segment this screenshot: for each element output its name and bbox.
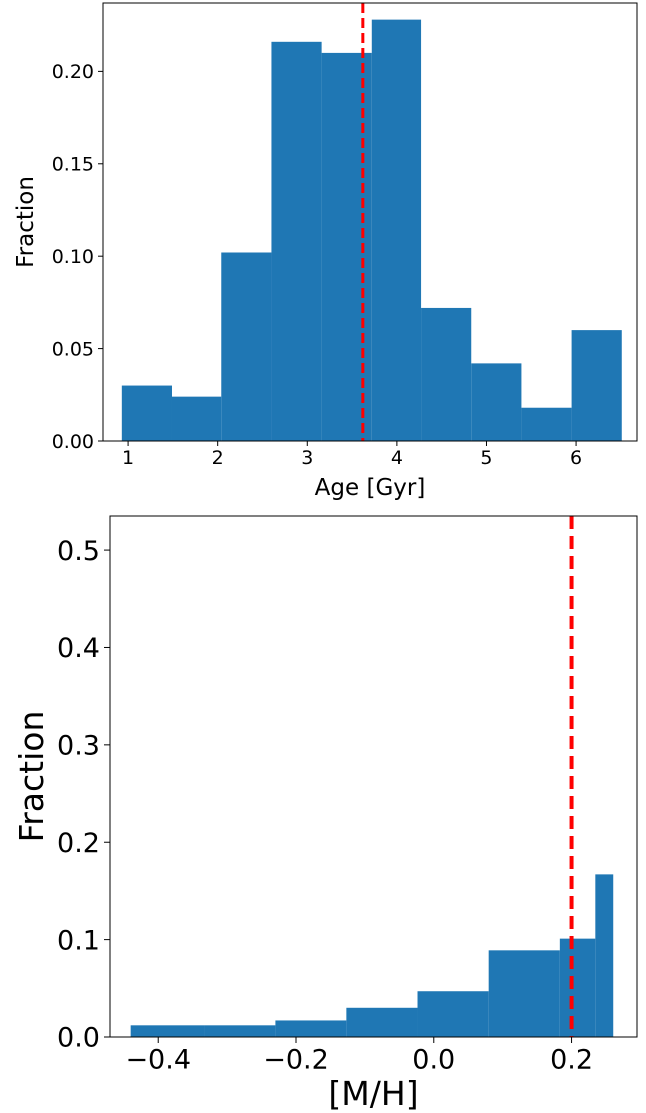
- metallicity-histogram-chart: −0.4 −0.2 0.0 0.2 0.0 0.1 0.2 0.3 0.4 0.5 [M/H] Fra…: [12, 515, 638, 1113]
- y-tick-label: 0.1: [57, 925, 100, 956]
- x-axis-ticks: 1 2 3 4 5 6: [122, 441, 582, 469]
- y-tick-label: 0.2: [57, 828, 100, 859]
- histogram-bar: [421, 307, 472, 441]
- x-tick-label: 0.0: [412, 1045, 455, 1076]
- histogram-bars: [121, 19, 622, 442]
- x-tick-label: 3: [301, 447, 313, 469]
- histogram-bar: [204, 1025, 276, 1037]
- histogram-bar: [417, 991, 489, 1037]
- histogram-bars: [130, 874, 614, 1037]
- histogram-bar: [275, 1020, 347, 1037]
- y-axis-ticks: 0.00 0.05 0.10 0.15 0.20: [52, 61, 103, 453]
- y-axis-label: Fraction: [12, 711, 51, 843]
- y-tick-label: 0.3: [57, 731, 100, 762]
- histogram-bar: [130, 1025, 205, 1037]
- histogram-bar: [221, 252, 272, 441]
- x-axis-ticks: −0.4 −0.2 0.0 0.2: [125, 1037, 593, 1076]
- histogram-bar: [471, 363, 522, 441]
- histogram-bar: [371, 19, 422, 442]
- x-tick-label: −0.2: [263, 1045, 329, 1076]
- histogram-bar: [121, 385, 172, 441]
- histogram-bar: [571, 330, 622, 441]
- histogram-bar: [271, 41, 322, 442]
- y-tick-label: 0.5: [57, 536, 100, 567]
- histogram-bar: [595, 874, 614, 1037]
- x-tick-label: −0.4: [125, 1045, 191, 1076]
- histogram-bar: [346, 1007, 418, 1037]
- y-tick-label: 0.20: [52, 61, 94, 83]
- x-axis-label: Age [Gyr]: [315, 475, 426, 501]
- y-tick-label: 0.4: [57, 633, 100, 664]
- y-tick-label: 0.15: [52, 154, 94, 176]
- x-tick-label: 2: [212, 447, 224, 469]
- histogram-bar: [559, 938, 596, 1037]
- y-tick-label: 0.10: [52, 246, 94, 268]
- x-axis-label: [M/H]: [328, 1074, 418, 1113]
- histogram-bar: [171, 396, 222, 441]
- plot-frame: [102, 2, 638, 442]
- age-histogram-chart: 1 2 3 4 5 6 0.00 0.05 0.10 0.15 0.20 Age [Gyr] Fract…: [13, 2, 638, 501]
- histogram-bar: [521, 407, 572, 441]
- x-tick-label: 5: [480, 447, 492, 469]
- histogram-bar: [488, 950, 560, 1037]
- y-tick-label: 0.05: [52, 338, 94, 360]
- y-tick-label: 0.00: [52, 431, 94, 453]
- x-tick-label: 4: [391, 447, 403, 469]
- x-tick-label: 6: [570, 447, 582, 469]
- x-tick-label: 1: [122, 447, 134, 469]
- plot-frame: [109, 515, 638, 1038]
- y-axis-label: Fraction: [13, 176, 39, 268]
- y-tick-label: 0.0: [57, 1023, 100, 1054]
- y-axis-ticks: 0.0 0.1 0.2 0.3 0.4 0.5: [57, 536, 110, 1054]
- x-tick-label: 0.2: [550, 1045, 593, 1076]
